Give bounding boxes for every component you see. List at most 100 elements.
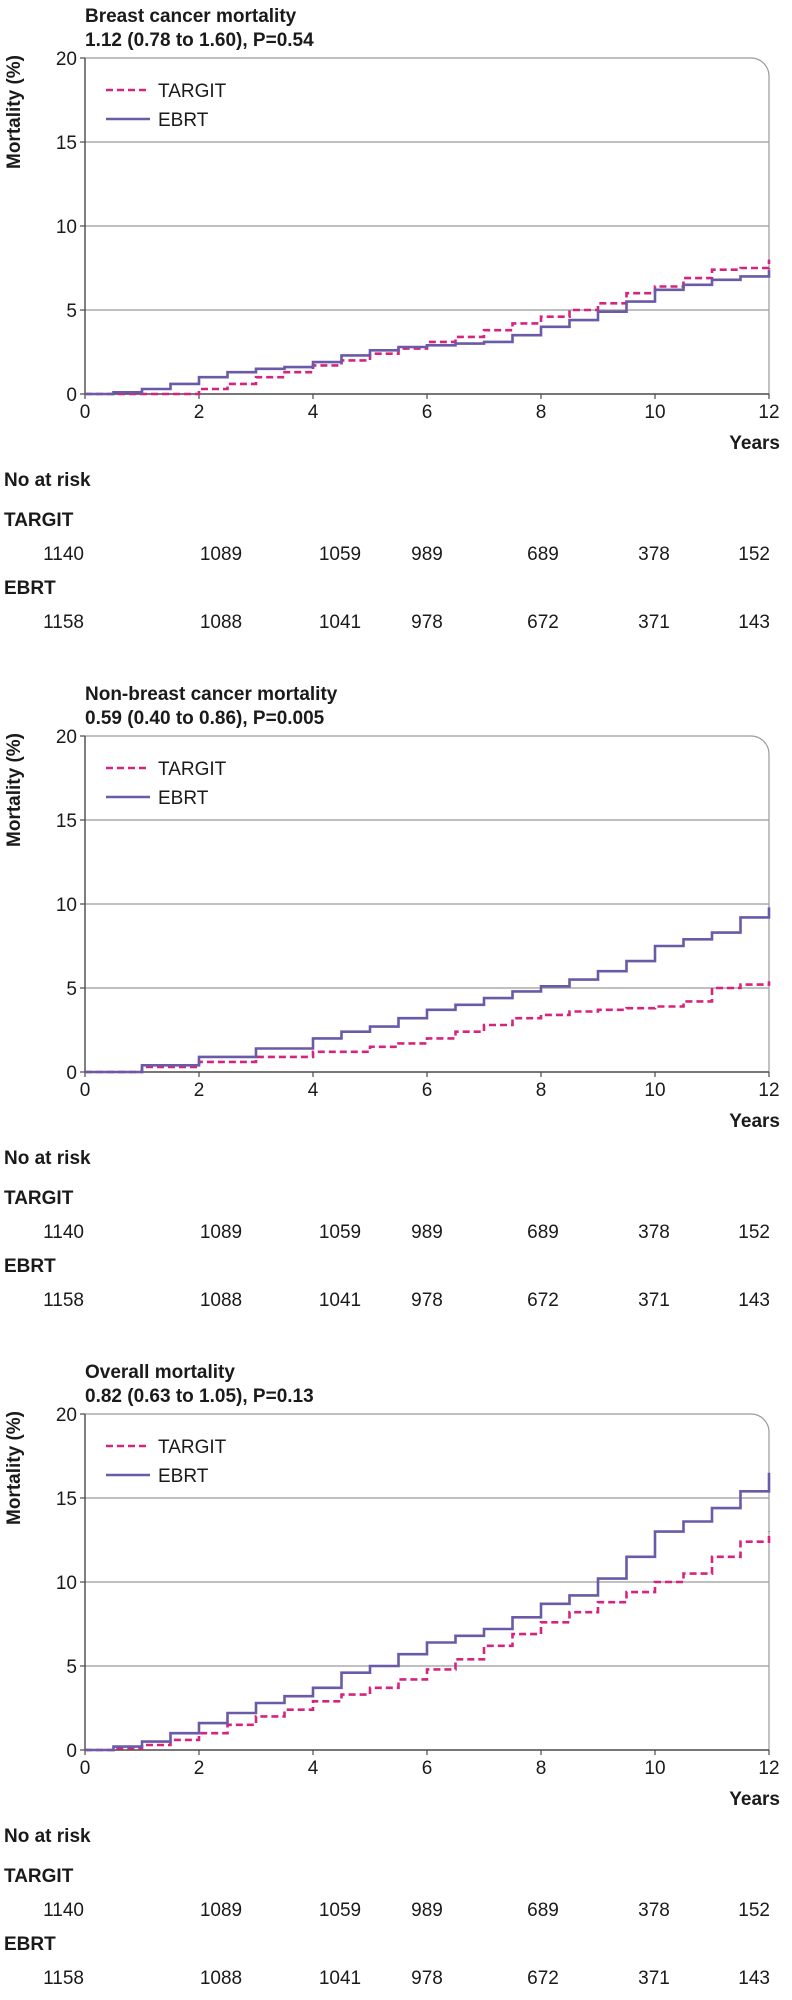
- risk-count: 378: [638, 544, 670, 565]
- risk-count: 672: [527, 1290, 559, 1311]
- plot-frame: [85, 57, 770, 394]
- chart-panel-3: Overall mortality 0.82 (0.63 to 1.05), P=…: [4, 1362, 780, 1989]
- chart-title: Breast cancer mortality: [85, 6, 297, 27]
- risk-count: 143: [738, 612, 770, 633]
- x-tick-label: 12: [758, 1080, 779, 1101]
- x-tick-label: 8: [536, 1758, 547, 1779]
- risk-count: 152: [738, 544, 770, 565]
- x-tick-label: 10: [644, 1758, 665, 1779]
- risk-row-label-ebrt: EBRT: [4, 1256, 56, 1277]
- risk-count: 1041: [319, 1290, 361, 1311]
- x-tick-label: 4: [308, 402, 319, 423]
- series-line-targit: [85, 981, 771, 1074]
- y-tick-label: 20: [56, 727, 77, 748]
- y-tick-label: 20: [56, 1405, 77, 1426]
- risk-count: 1140: [43, 1900, 84, 1921]
- risk-count: 689: [527, 1900, 559, 1921]
- risk-count: 978: [411, 1968, 443, 1989]
- y-tick-label: 15: [56, 133, 77, 154]
- x-tick-label: 6: [422, 402, 433, 423]
- risk-count: 143: [738, 1968, 770, 1989]
- y-tick-label: 5: [66, 301, 77, 322]
- series-line-targit: [85, 259, 771, 396]
- legend-label-targit: TARGIT: [158, 759, 227, 780]
- risk-count: 1059: [319, 1900, 361, 1921]
- x-tick-label: 2: [194, 402, 205, 423]
- plot-frame: [85, 1413, 770, 1750]
- risk-count: 1088: [200, 612, 242, 633]
- risk-table-title: No at risk: [4, 470, 91, 491]
- risk-count: 1041: [319, 612, 361, 633]
- y-tick-label: 10: [56, 1573, 77, 1594]
- x-tick-label: 0: [80, 402, 91, 423]
- risk-count: 371: [638, 612, 670, 633]
- risk-count: 989: [411, 544, 443, 565]
- chart-subtitle: 0.59 (0.40 to 0.86), P=0.005: [85, 708, 325, 729]
- x-tick-label: 12: [758, 402, 779, 423]
- x-axis-label: Years: [729, 1111, 780, 1132]
- risk-row-label-ebrt: EBRT: [4, 578, 56, 599]
- risk-count: 1158: [43, 1290, 84, 1311]
- risk-count: 378: [638, 1900, 670, 1921]
- risk-count: 1088: [200, 1968, 242, 1989]
- x-tick-label: 6: [422, 1758, 433, 1779]
- risk-count: 378: [638, 1222, 670, 1243]
- risk-count: 672: [527, 612, 559, 633]
- y-axis-label: Mortality (%): [4, 733, 25, 847]
- risk-table-title: No at risk: [4, 1826, 91, 1847]
- risk-count: 978: [411, 1290, 443, 1311]
- chart-subtitle: 1.12 (0.78 to 1.60), P=0.54: [85, 30, 314, 51]
- risk-count: 1088: [200, 1290, 242, 1311]
- risk-count: 689: [527, 544, 559, 565]
- x-tick-label: 2: [194, 1758, 205, 1779]
- series-line-ebrt: [85, 907, 771, 1074]
- chart-panel-1: Breast cancer mortality 1.12 (0.78 to 1.6…: [4, 6, 780, 633]
- risk-count: 1041: [319, 1968, 361, 1989]
- risk-row-label-ebrt: EBRT: [4, 1934, 56, 1955]
- risk-count: 978: [411, 612, 443, 633]
- y-tick-label: 20: [56, 49, 77, 70]
- series-line-ebrt: [85, 269, 771, 396]
- risk-count: 152: [738, 1900, 770, 1921]
- x-tick-label: 2: [194, 1080, 205, 1101]
- risk-count: 371: [638, 1290, 670, 1311]
- risk-count: 1140: [43, 544, 84, 565]
- y-tick-label: 0: [66, 1741, 77, 1762]
- risk-row-label-targit: TARGIT: [4, 1866, 74, 1887]
- legend-label-ebrt: EBRT: [158, 110, 209, 131]
- y-tick-label: 0: [66, 385, 77, 406]
- x-tick-label: 4: [308, 1080, 319, 1101]
- y-axis-label: Mortality (%): [4, 55, 25, 169]
- risk-count: 989: [411, 1222, 443, 1243]
- legend-label-ebrt: EBRT: [158, 1466, 209, 1487]
- legend-label-targit: TARGIT: [158, 81, 227, 102]
- y-tick-label: 15: [56, 1489, 77, 1510]
- x-tick-label: 0: [80, 1080, 91, 1101]
- y-tick-label: 15: [56, 811, 77, 832]
- series-line-targit: [85, 1531, 771, 1752]
- x-tick-label: 8: [536, 1080, 547, 1101]
- chart-title: Non-breast cancer mortality: [85, 684, 338, 705]
- legend-label-targit: TARGIT: [158, 1437, 227, 1458]
- y-tick-label: 0: [66, 1063, 77, 1084]
- risk-row-label-targit: TARGIT: [4, 1188, 74, 1209]
- risk-count: 1089: [200, 544, 242, 565]
- x-tick-label: 8: [536, 402, 547, 423]
- risk-count: 1158: [43, 1968, 84, 1989]
- risk-count: 989: [411, 1900, 443, 1921]
- risk-count: 689: [527, 1222, 559, 1243]
- risk-count: 1089: [200, 1222, 242, 1243]
- x-axis-label: Years: [729, 433, 780, 454]
- risk-count: 672: [527, 1968, 559, 1989]
- y-axis-label: Mortality (%): [4, 1411, 25, 1525]
- series-line-ebrt: [85, 1472, 771, 1752]
- risk-count: 1059: [319, 1222, 361, 1243]
- x-tick-label: 10: [644, 1080, 665, 1101]
- x-axis-label: Years: [729, 1789, 780, 1810]
- plot-frame: [85, 735, 770, 1072]
- chart-subtitle: 0.82 (0.63 to 1.05), P=0.13: [85, 1386, 314, 1407]
- y-tick-label: 10: [56, 217, 77, 238]
- risk-count: 371: [638, 1968, 670, 1989]
